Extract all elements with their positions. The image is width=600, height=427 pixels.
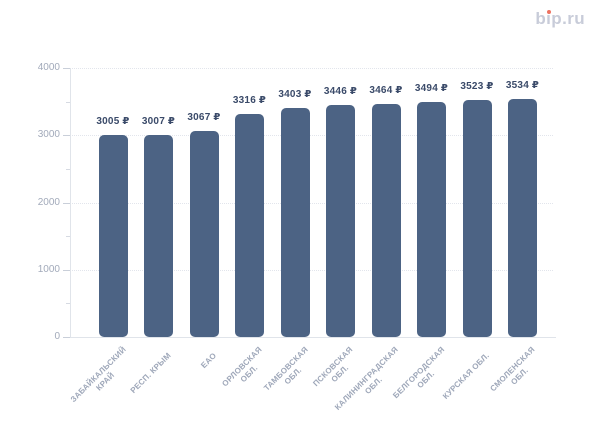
bip-ru-logo: b ıp.ru (535, 9, 585, 29)
y-minor-tick (66, 236, 70, 238)
y-axis-tick-label: 3000 (37, 129, 60, 141)
bar (280, 108, 310, 337)
x-axis-category-label-text: ОРЛОВСКАЯ ОБЛ. (220, 345, 264, 389)
y-major-tick (63, 337, 70, 338)
bar-value-label: 3007 ₽ (141, 115, 176, 127)
x-axis-category-label: БЕЛГОРОДСКАЯ ОБЛ. (240, 345, 446, 400)
bar (508, 99, 537, 337)
x-axis-category-label-text: ТАМБОВСКАЯ ОБЛ. (261, 345, 310, 393)
x-axis-category-label: КУРСКАЯ ОБЛ. (285, 345, 491, 401)
bar-value-label: 3403 ₽ (278, 89, 312, 101)
x-axis-category-label: СМОЛЕНСКАЯ ОБЛ. (331, 345, 537, 393)
x-axis-category-label-text: КУРСКАЯ ОБЛ. (441, 351, 492, 401)
logo-letter-b: b (535, 9, 547, 28)
bar-value-label: 3534 ₽ (505, 80, 540, 92)
bar-value-label: 3523 ₽ (460, 81, 494, 93)
x-axis-category-label-text: СМОЛЕНСКАЯ ОБЛ. (488, 345, 537, 394)
x-axis-category-label: ЗАБАЙКАЛЬСКИЙ КРАЙ (0, 345, 127, 404)
bar-value-label: 3446 ₽ (323, 86, 358, 98)
bar-value-label: 3494 ₽ (414, 83, 449, 95)
bar (235, 113, 264, 337)
y-gridline (70, 202, 553, 204)
y-minor-tick (66, 303, 70, 305)
x-axis-category-label-text: РЕСП. КРЫМ (128, 351, 173, 396)
logo-suffix: p.ru (551, 9, 585, 28)
x-axis-category-label-text: ПСКОВСКАЯ ОБЛ. (311, 345, 355, 389)
x-axis-category-label-text: КАЛИНИНГРАДСКАЯ ОБЛ. (333, 345, 401, 412)
y-axis-tick-label: 1000 (37, 263, 60, 275)
x-axis-line (70, 337, 556, 338)
x-axis-category-label: ПСКОВСКАЯ ОБЛ. (149, 345, 355, 388)
y-axis-tick-label: 2000 (37, 196, 60, 208)
bar (144, 134, 173, 337)
y-axis-tick-label: 4000 (37, 62, 60, 73)
x-axis-category-label: ЕАО (12, 345, 218, 370)
bar (326, 105, 355, 337)
x-axis-category-label: ОРЛОВСКАЯ ОБЛ. (58, 345, 263, 388)
bar-value-label: 3005 ₽ (96, 115, 130, 127)
bar (417, 102, 446, 337)
bar (462, 100, 492, 337)
logo-orange-dot-icon (546, 10, 551, 14)
bar-value-label: 3316 ₽ (232, 94, 267, 106)
logo-letter-i: ı (546, 9, 552, 28)
bar-value-label: 3464 ₽ (369, 85, 403, 97)
x-axis-category-label-text: ЗАБАЙКАЛЬСКИЙ КРАЙ (68, 345, 128, 405)
y-minor-tick (66, 168, 70, 170)
x-axis-category-label: ТАМБОВСКАЯ ОБЛ. (103, 345, 310, 393)
y-axis-line (70, 68, 71, 337)
y-major-tick (63, 202, 70, 204)
y-gridline (70, 269, 553, 271)
y-major-tick (63, 68, 70, 69)
x-axis-category-label: РЕСП. КРЫМ (0, 345, 173, 395)
x-axis-category-label-text: ЕАО (199, 351, 219, 370)
y-gridline (70, 68, 553, 69)
bar (371, 104, 401, 337)
bar-value-label: 3067 ₽ (187, 111, 221, 123)
y-major-tick (63, 269, 70, 271)
bar (98, 134, 128, 337)
y-axis-tick-label: 0 (54, 331, 60, 342)
y-major-tick (63, 135, 70, 137)
y-gridline (70, 135, 553, 137)
x-axis-category-label-text: БЕЛГОРОДСКАЯ ОБЛ. (390, 345, 446, 401)
bar (189, 130, 219, 337)
y-minor-tick (66, 101, 70, 103)
x-axis-category-label: КАЛИНИНГРАДСКАЯ ОБЛ. (194, 345, 400, 412)
